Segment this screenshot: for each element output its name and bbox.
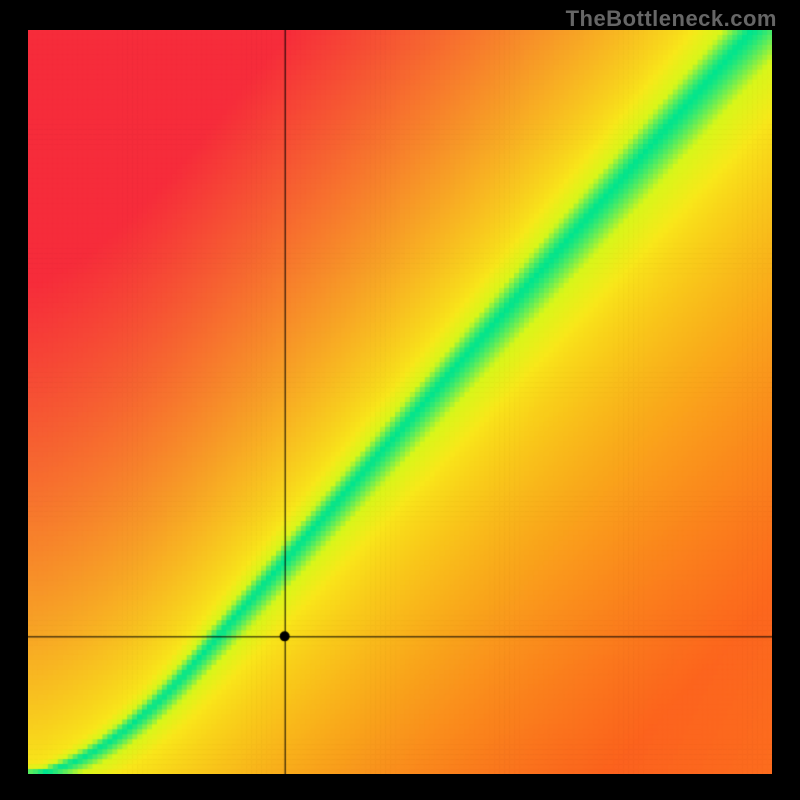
bottleneck-heatmap [28,30,772,774]
watermark-text: TheBottleneck.com [566,6,777,32]
